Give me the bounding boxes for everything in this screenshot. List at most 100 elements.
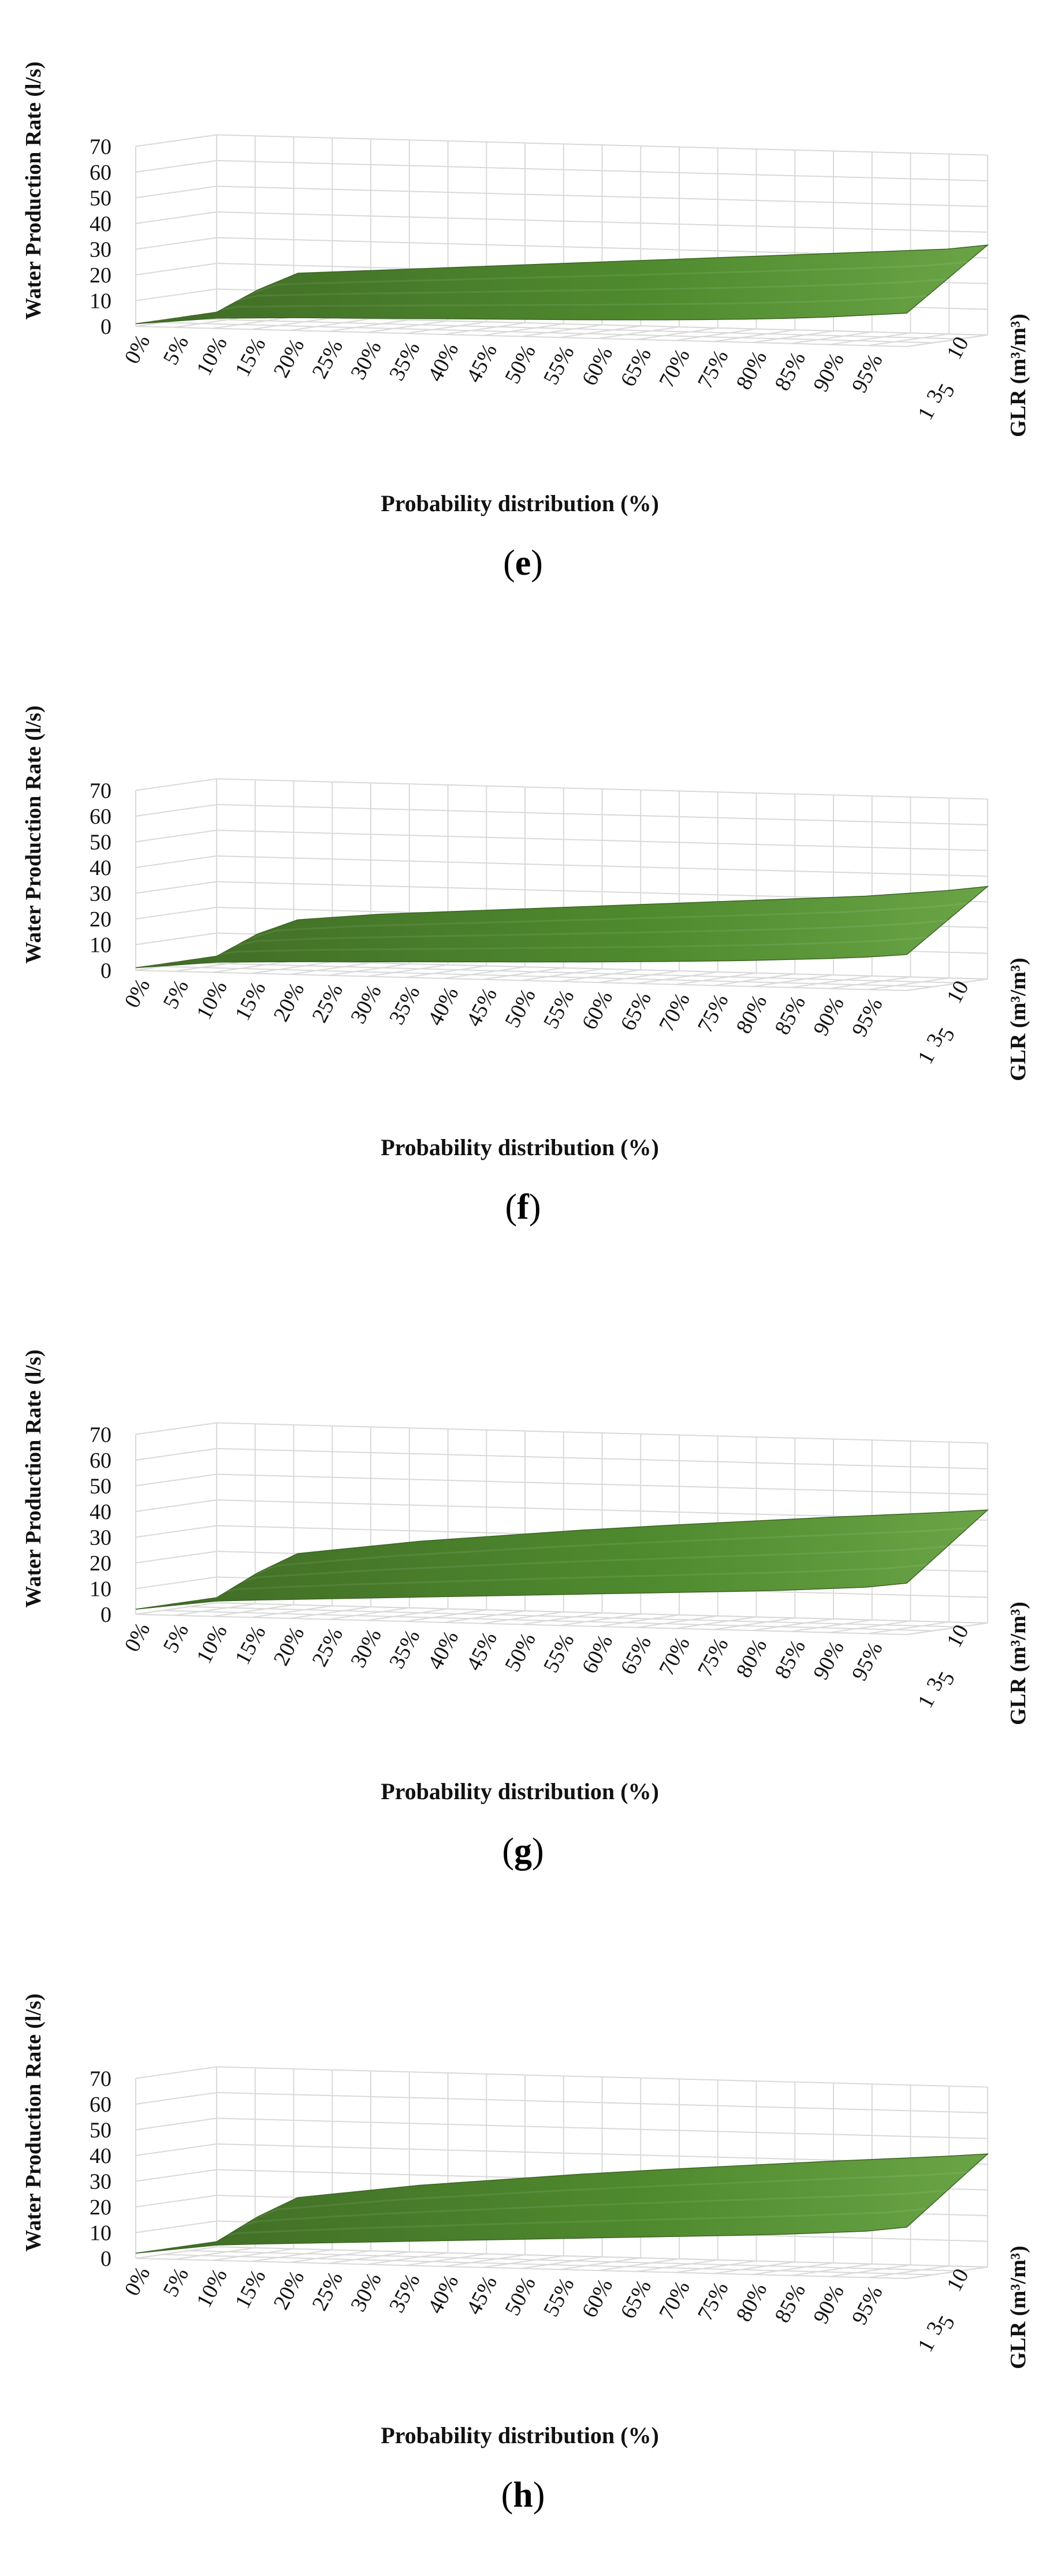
x-tick-label: 75% — [693, 990, 734, 1037]
y-tick-label: 30 — [90, 238, 111, 262]
gridline-floor — [367, 2252, 448, 2265]
glr-tick-label: 1 — [913, 2335, 940, 2356]
x-tick-label: 80% — [732, 991, 772, 1037]
gridline-side-50 — [135, 829, 217, 843]
x-tick-label: 25% — [307, 980, 348, 1026]
gridline-floor-x — [216, 1602, 988, 1624]
surface-band — [196, 902, 968, 960]
gridline-floor-x — [135, 970, 907, 991]
gridline-floor — [829, 1620, 911, 1633]
gridline-floor — [289, 318, 371, 331]
panel-letter: h — [513, 2476, 533, 2515]
x-tick-label: 85% — [770, 2280, 810, 2326]
x-tick-label: 70% — [654, 1633, 695, 1680]
surface-band — [155, 2208, 928, 2251]
x-tick-label: 0% — [120, 330, 155, 367]
gridline-floor — [521, 1612, 602, 1625]
gridline-side-60 — [135, 804, 217, 817]
gridline-floor — [714, 2261, 795, 2275]
gridline-floor — [328, 963, 410, 976]
x-tick-label: 15% — [230, 334, 271, 381]
y-tick-label: 10 — [90, 933, 111, 958]
gridline-floor-edge — [906, 334, 988, 347]
gridline-floor — [213, 960, 294, 973]
x-tick-labels: 0% 5%10%15%20%25%30%35%40%45%50%55%60%65%… — [120, 1618, 887, 1684]
x-tick-label: 5% — [158, 332, 193, 368]
chart-panel-f: 0 10 20 30 40 50 60 70 0% 5% 10% 15% 20% 25% 30% 35% 40%… — [0, 644, 1046, 1288]
gridline-side-10 — [135, 2220, 217, 2233]
y-tick-label: 30 — [90, 1526, 111, 1550]
gridline-floor — [675, 2260, 757, 2273]
gridline-side-60 — [135, 1448, 217, 1461]
y-tick-label: 50 — [90, 187, 111, 211]
gridline-floor — [135, 1602, 217, 1615]
y-tick-label: 50 — [90, 831, 111, 855]
surface-band — [176, 1546, 948, 1605]
y-tick-label: 0 — [100, 959, 111, 983]
y-tick-label: 60 — [90, 805, 111, 829]
x-tick-label: 75% — [693, 346, 734, 393]
x-tick-label: 90% — [809, 349, 849, 396]
gridline-side-40 — [135, 1499, 217, 1512]
gridline-side-50 — [135, 1473, 217, 1487]
x-tick-label: 95% — [847, 994, 888, 1041]
gridline-floor — [521, 968, 602, 981]
gridline-floor — [367, 1608, 448, 1621]
surface-band — [176, 2190, 948, 2249]
gridline-floor — [289, 2250, 371, 2263]
gridline-floor — [868, 2265, 950, 2279]
gridline-side-60 — [135, 160, 217, 173]
gridline-side-10 — [135, 288, 217, 301]
gridline-floor — [560, 969, 641, 982]
gridline-floor — [636, 971, 718, 984]
gridline-floor — [444, 322, 526, 335]
y-tick-label: 30 — [90, 2170, 111, 2194]
x-tick-label: 90% — [809, 1637, 849, 1684]
x-tick-label: 65% — [616, 2276, 656, 2322]
x-tick-label: 30% — [346, 337, 386, 384]
x-tick-label: 50% — [500, 2273, 541, 2320]
y-tick-label: 0 — [100, 2247, 111, 2271]
surface-band — [196, 261, 968, 316]
gridline-floor — [213, 2248, 294, 2261]
gridline-floor — [482, 2255, 564, 2268]
gridline-floor — [367, 964, 448, 977]
x-tick-label: 95% — [847, 350, 888, 397]
x-tick-label: 40% — [423, 1626, 464, 1673]
surface — [135, 2153, 989, 2254]
gridline-floor — [444, 1610, 526, 1623]
y-tick-label: 20 — [90, 1551, 111, 1576]
x-tick-label: 15% — [230, 1622, 271, 1669]
gridline-floor — [251, 2249, 333, 2262]
gridline-side-10 — [135, 932, 217, 945]
gridline-floor-edge — [906, 978, 988, 991]
x-tick-label: 90% — [809, 2281, 849, 2328]
gridline-floor — [675, 328, 757, 341]
gridline-floor-x — [162, 2254, 934, 2276]
y-tick-label: 0 — [100, 315, 111, 339]
panel-letter: e — [515, 544, 531, 583]
gridline-floor — [213, 1604, 294, 1617]
gridline-floor — [328, 1607, 410, 1620]
x-tick-label: 55% — [539, 2274, 579, 2321]
x-tick-label: 70% — [654, 345, 695, 392]
gridline-side-70 — [135, 778, 217, 791]
panel-caption: (h) — [501, 2476, 545, 2515]
gridline-floor — [675, 1616, 757, 1629]
y-tick-label: 20 — [90, 907, 111, 932]
gridline-floor — [135, 2246, 217, 2259]
gridline-floor — [482, 967, 564, 980]
gridline-side-50 — [135, 185, 217, 199]
y-tick-label: 20 — [90, 263, 111, 288]
gridline-side-70 — [135, 134, 217, 147]
x-tick-label: 70% — [654, 2277, 695, 2324]
y-tick-label: 70 — [90, 779, 111, 803]
gridline-floor-x — [135, 2258, 907, 2279]
x-tick-label: 95% — [847, 1638, 888, 1685]
gridline-floor — [714, 329, 795, 343]
gridline-floor — [791, 1619, 872, 1632]
y-tick-label: 0 — [100, 1603, 111, 1627]
y-tick-label: 20 — [90, 2195, 111, 2220]
